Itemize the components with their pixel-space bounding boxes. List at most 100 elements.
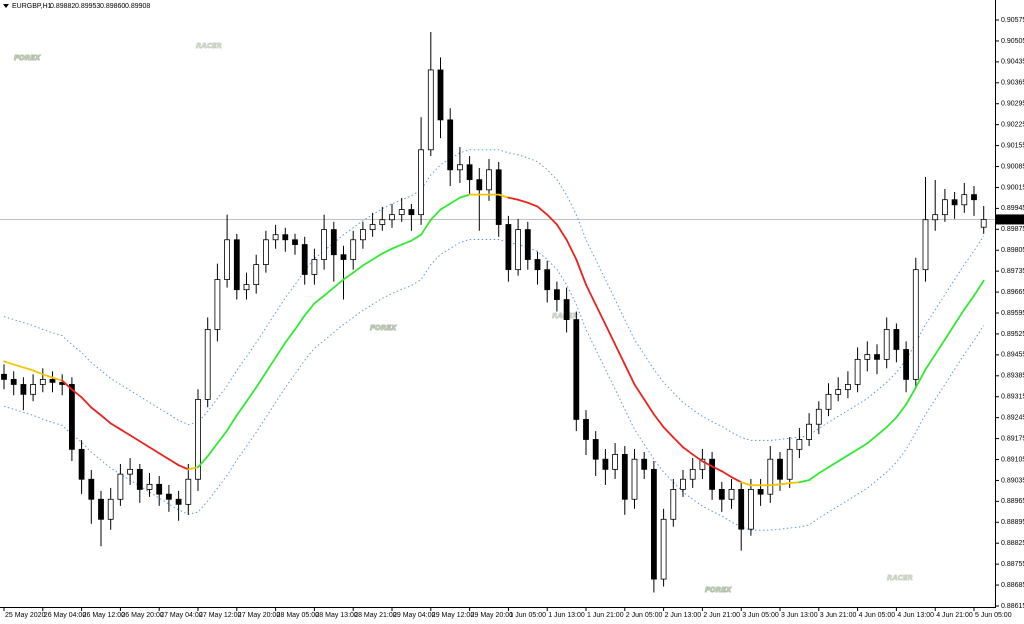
ma-segment xyxy=(342,271,355,281)
candle-body xyxy=(515,229,521,271)
candle-body xyxy=(204,329,211,400)
y-tick-label: 0.89595 xyxy=(1001,310,1024,317)
ma-segment xyxy=(653,413,665,429)
y-tick-label: 0.90365 xyxy=(1001,80,1024,87)
candle-body xyxy=(418,149,425,216)
ma-segment xyxy=(264,356,277,374)
candle-body xyxy=(932,214,939,221)
y-tick-label: 0.88615 xyxy=(1001,603,1024,610)
candle-body xyxy=(466,164,473,181)
candle-body xyxy=(835,389,842,395)
y-tick-label: 0.89875 xyxy=(1001,226,1024,233)
ma-segment xyxy=(352,264,364,274)
candle-body xyxy=(330,229,337,256)
candle-body xyxy=(864,354,871,360)
x-tick-label: 2 Jun 21:00 xyxy=(703,612,740,619)
watermark-brand: FOREX xyxy=(705,586,732,594)
y-tick-label: 0.90295 xyxy=(1001,101,1024,108)
ma-segment xyxy=(924,353,937,371)
watermark-tag: RACER xyxy=(196,42,222,50)
ma-segment xyxy=(944,323,956,341)
ma-segment xyxy=(905,386,917,406)
ma-segment xyxy=(594,303,607,326)
ma-segment xyxy=(187,466,199,471)
ma-segment xyxy=(109,422,122,431)
candle-body xyxy=(612,454,618,470)
ma-segment xyxy=(449,196,461,205)
y-tick-label: 0.90155 xyxy=(1001,142,1024,149)
ma-segment xyxy=(720,470,733,479)
x-tick-label: 28 May 05:00 xyxy=(277,612,320,619)
ma-segment xyxy=(255,371,267,389)
candle-body xyxy=(88,478,95,500)
candle-body xyxy=(796,439,803,450)
lower-band xyxy=(3,238,985,531)
ma-segment xyxy=(575,258,587,286)
ma-segment xyxy=(226,414,238,432)
candle-body xyxy=(689,468,696,480)
y-tick-label: 0.89385 xyxy=(1001,373,1024,380)
ma-segment xyxy=(536,205,549,216)
x-tick-label: 3 Jun 13:00 xyxy=(781,612,818,619)
ma-segment xyxy=(633,383,646,401)
x-tick-label: 27 May 20:00 xyxy=(238,612,281,619)
ma-segment xyxy=(691,453,704,463)
candle-body xyxy=(524,229,531,260)
x-tick-label: 1 Jun 05:00 xyxy=(509,612,546,619)
candle-body xyxy=(748,489,754,530)
candle-body xyxy=(728,489,735,500)
ma-segment xyxy=(507,196,519,201)
candle-body xyxy=(224,239,231,280)
candle-body xyxy=(1,373,7,380)
ma-segment xyxy=(80,396,93,409)
candle-body xyxy=(243,284,250,291)
ma-segment xyxy=(614,343,626,366)
x-tick-label: 1 Jun 13:00 xyxy=(548,612,585,619)
y-tick-label: 0.88965 xyxy=(1001,498,1024,505)
ma-segment xyxy=(323,286,335,297)
y-tick-label: 0.89525 xyxy=(1001,331,1024,338)
candle-body xyxy=(699,458,706,470)
candle-body xyxy=(573,319,580,420)
ma-segment xyxy=(90,406,102,417)
ma-segment xyxy=(565,238,578,261)
ma-segment xyxy=(973,279,985,297)
ma-segment xyxy=(158,452,170,461)
x-tick-label: 3 Jun 05:00 xyxy=(742,612,779,619)
ma-segment xyxy=(148,446,161,455)
y-tick-label: 0.90435 xyxy=(1001,59,1024,66)
candle-body xyxy=(10,378,17,385)
candle-body xyxy=(845,384,851,390)
candle-body xyxy=(825,393,832,410)
x-tick-label: 29 May 20:00 xyxy=(471,612,514,619)
candle-body xyxy=(136,468,143,490)
ma-segment xyxy=(730,476,743,484)
candle-body xyxy=(301,244,308,275)
ma-segment xyxy=(284,328,296,344)
ma-segment xyxy=(22,366,34,372)
candle-body xyxy=(767,458,774,495)
ma-segment xyxy=(837,454,849,463)
ma-segment xyxy=(963,294,975,311)
watermark-brand: FOREX xyxy=(370,324,397,332)
ma-segment xyxy=(914,368,927,389)
y-tick-label: 0.90575 xyxy=(1001,17,1024,24)
candle-body xyxy=(437,69,444,121)
ma-segment xyxy=(303,302,316,317)
y-tick-label: 0.90505 xyxy=(1001,38,1024,45)
candle-body xyxy=(165,493,172,500)
x-tick-label: 28 May 21:00 xyxy=(354,612,397,619)
x-tick-label: 1 Jun 21:00 xyxy=(587,612,624,619)
candle-body xyxy=(398,209,405,216)
x-tick-label: 25 May 2020 xyxy=(5,612,46,619)
x-tick-label: 27 May 04:00 xyxy=(160,612,203,619)
ma-segment xyxy=(546,213,558,226)
ma-segment xyxy=(177,464,190,471)
ma-segment xyxy=(167,458,180,467)
watermark-tag: RACER xyxy=(887,574,913,582)
candle-body xyxy=(379,219,386,225)
y-tick-label: 0.88825 xyxy=(1001,540,1024,547)
candle-body xyxy=(893,329,900,350)
x-tick-label: 4 Jun 21:00 xyxy=(936,612,973,619)
